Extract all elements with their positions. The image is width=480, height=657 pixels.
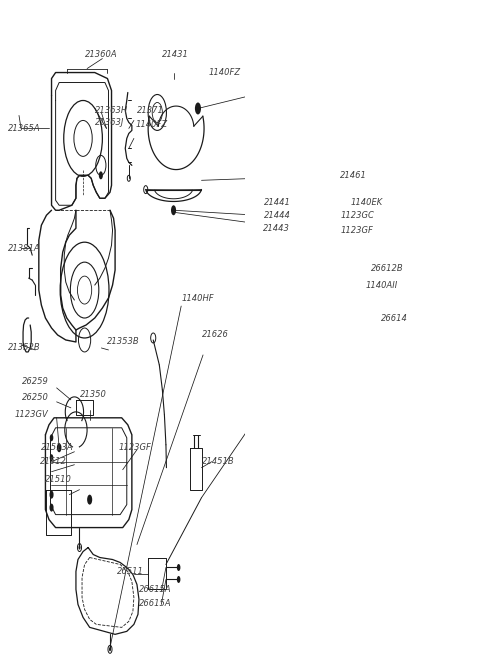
Text: 21360A: 21360A [84,50,117,59]
Text: 26615A: 26615A [139,599,172,608]
Text: 21352B: 21352B [8,344,41,352]
Circle shape [331,348,333,352]
Text: 26612B: 26612B [371,263,404,273]
Text: 21451B: 21451B [202,457,234,466]
Text: 21513A: 21513A [41,443,74,452]
Circle shape [195,102,201,114]
Text: 1140HF: 1140HF [181,294,214,303]
Circle shape [177,564,180,571]
Text: 21626: 21626 [202,330,228,340]
Text: 21371: 21371 [137,106,164,115]
Text: 21363H: 21363H [95,106,128,115]
Text: 21461: 21461 [340,171,367,180]
Text: 26615A: 26615A [139,585,172,594]
Text: 26259: 26259 [22,377,49,386]
Text: 21431: 21431 [162,50,189,59]
Circle shape [49,491,54,499]
Text: 21512: 21512 [40,457,67,466]
Circle shape [87,495,92,505]
Text: 1140EK: 1140EK [350,198,383,207]
Text: 1140FZ: 1140FZ [208,68,240,77]
Ellipse shape [358,543,366,553]
Text: 21510: 21510 [46,475,72,484]
Circle shape [171,205,176,215]
Text: 1140AII: 1140AII [366,281,398,290]
Text: 21444: 21444 [264,211,291,219]
Circle shape [50,434,53,442]
Circle shape [49,504,54,512]
Circle shape [79,545,81,549]
Circle shape [177,576,180,583]
Circle shape [50,454,53,461]
Text: 26511: 26511 [117,567,144,576]
Text: 21350: 21350 [80,390,107,399]
Text: 21441: 21441 [264,198,291,207]
Text: 21363J: 21363J [95,118,124,127]
Text: 26614: 26614 [381,313,408,323]
Text: 1123GC: 1123GC [340,211,374,219]
Text: 21353B: 21353B [108,338,140,346]
Text: 1123GF: 1123GF [119,443,152,452]
Circle shape [57,443,61,452]
Text: 1140FZ: 1140FZ [135,120,168,129]
Text: 21381A: 21381A [8,244,41,253]
Text: 26250: 26250 [22,394,49,402]
Text: 1123GV: 1123GV [15,411,48,419]
Text: 1123GF: 1123GF [340,226,373,235]
Text: 21443: 21443 [263,224,289,233]
Circle shape [99,171,103,179]
Text: 21365A: 21365A [8,124,41,133]
Circle shape [109,647,111,651]
